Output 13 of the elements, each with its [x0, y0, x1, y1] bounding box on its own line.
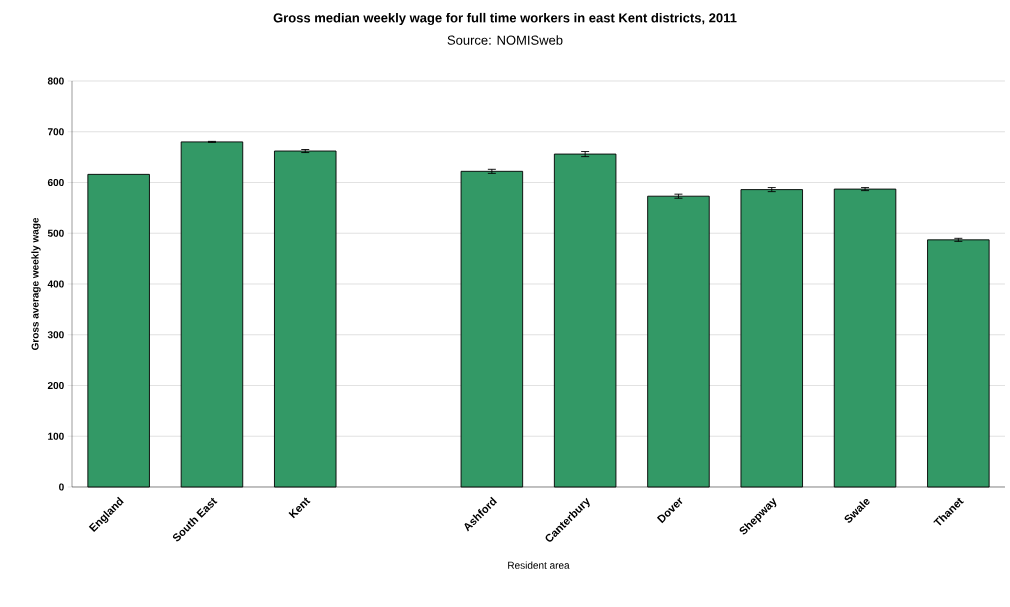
y-tick-label: 500 [47, 229, 64, 237]
y-tick-label: 300 [47, 331, 64, 339]
y-axis-title: Gross average weekly wage [31, 217, 41, 351]
y-tick-label: 100 [48, 432, 64, 440]
y-tick-label: 400 [47, 280, 64, 288]
y-tick-label: 800 [47, 77, 64, 85]
x-axis-title: Resident area [508, 561, 570, 569]
y-tick-label: 600 [47, 178, 64, 187]
chart-title: Gross median weekly wage for full time workers in east Kent districts, 2011 [273, 12, 737, 26]
chart-subtitle: Source: NOMISweb [447, 35, 563, 45]
y-tick-label: 200 [47, 381, 64, 390]
y-tick-label: 0 [59, 483, 64, 491]
y-tick-label: 700 [47, 128, 64, 136]
